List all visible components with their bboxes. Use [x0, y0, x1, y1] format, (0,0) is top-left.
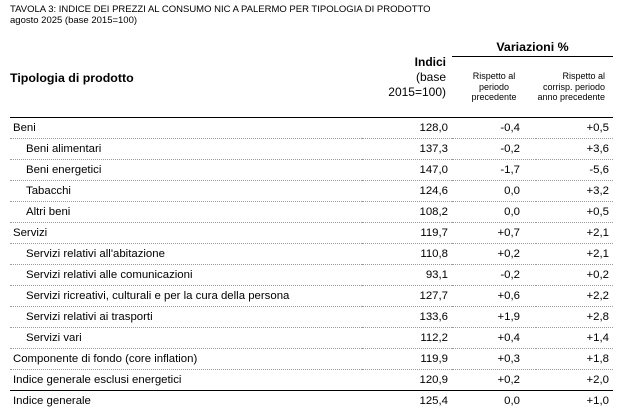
price-index-table: Tipologia di prodotto Indici (base 2015=…	[10, 38, 613, 411]
table-row: Indice generale 125,4 0,0 +1,0	[10, 391, 613, 412]
row-var-periodo: -0,2	[452, 138, 536, 160]
row-var-anno: +2,0	[536, 369, 613, 391]
row-label: Servizi relativi alle comunicazioni	[10, 264, 362, 286]
row-label: Indice generale	[13, 395, 91, 407]
table-row: Servizi relativi alle comunicazioni 93,1-…	[10, 264, 613, 286]
row-indice: 137,3	[362, 138, 452, 160]
row-label: Servizi vari	[10, 327, 362, 349]
row-var-periodo: +1,9	[452, 306, 536, 328]
table-subtitle: agosto 2025 (base 2015=100)	[10, 15, 138, 26]
header-var-anno: Rispetto al corrisp. periodo anno preced…	[536, 57, 613, 118]
header-indici: Indici (base 2015=100)	[362, 38, 452, 117]
row-var-periodo: -0,4	[452, 117, 536, 139]
row-indice: 119,9	[362, 348, 452, 370]
row-var-anno: +2,1	[536, 222, 613, 244]
table-row: Servizi relativi ai trasporti 133,6 +1,9 +2…	[10, 306, 613, 328]
row-var-anno: +2,1	[536, 243, 613, 265]
row-label: Servizi relativi ai trasporti	[10, 306, 362, 328]
header-var-anno-l3: anno precedente	[537, 92, 605, 103]
table-row: Indice generale esclusi energetici 120,9 +…	[10, 369, 613, 391]
row-label: Indice generale esclusi energetici	[10, 369, 362, 391]
row-indice: 128,0	[362, 117, 452, 139]
row-var-periodo: +0,2	[452, 243, 536, 265]
row-label: Servizi relativi all'abitazione	[10, 243, 362, 265]
row-label: Tabacchi	[10, 180, 362, 202]
row-var-anno: +0,5	[536, 201, 613, 223]
row-var-periodo: +0,6	[452, 285, 536, 307]
row-var-anno: +3,2	[536, 180, 613, 202]
row-indice: 119,7	[362, 222, 452, 244]
row-var-anno: +3,6	[536, 138, 613, 160]
header-var-periodo-l1: Rispetto al	[472, 71, 516, 82]
table-row: Tabacchi 124,6 0,0 +3,2	[10, 180, 613, 202]
row-label: Beni	[10, 117, 362, 139]
row-var-anno: +2,2	[536, 285, 613, 307]
row-label: Servizi ricreativi, culturali e per la c…	[10, 285, 362, 307]
row-var-anno: +0,2	[536, 264, 613, 286]
row-indice: 110,8	[362, 243, 452, 265]
row-var-periodo: +0,4	[452, 327, 536, 349]
table-caption: TAVOLA 3: INDICE DEI PREZZI AL CONSUMO N…	[10, 4, 431, 26]
row-label: Beni energetici	[10, 159, 362, 181]
row-indice: 112,2	[362, 327, 452, 349]
row-indice: 108,2	[362, 201, 452, 223]
row-label: Beni alimentari	[10, 138, 362, 160]
header-var-periodo: Rispetto al periodo precedente	[452, 57, 536, 118]
row-indice: 124,6	[362, 180, 452, 202]
header-indici-base-1: (base	[415, 70, 446, 84]
header-variazioni: Variazioni %	[452, 38, 613, 57]
row-var-periodo: +0,2	[452, 369, 536, 391]
header-indici-base-2: 2015=100)	[388, 85, 446, 99]
row-var-anno: +2,8	[536, 306, 613, 328]
row-var-periodo: 0,0	[504, 395, 520, 407]
row-label: Componente di fondo (core inflation)	[10, 348, 362, 370]
row-indice: 133,6	[362, 306, 452, 328]
row-label: Altri beni	[10, 201, 362, 223]
table-row: Beni energetici 147,0 -1,7 -5,6	[10, 159, 613, 181]
row-var-periodo: 0,0	[452, 180, 536, 202]
header-indici-label: Indici	[414, 55, 446, 69]
row-var-anno: -5,6	[536, 159, 613, 181]
row-var-anno: +1,4	[536, 327, 613, 349]
table-row: Servizi 119,7 +0,7 +2,1	[10, 222, 613, 244]
row-var-periodo: 0,0	[452, 201, 536, 223]
table-body: Beni 128,0 -0,4 +0,5 Beni alimentari 137,3 -0…	[10, 117, 613, 412]
row-var-periodo: +0,7	[452, 222, 536, 244]
header-tipologia: Tipologia di prodotto	[10, 70, 134, 85]
header-var-anno-l2: corrisp. periodo	[542, 81, 605, 92]
row-var-periodo: -0,2	[452, 264, 536, 286]
header-var-anno-l1: Rispetto al	[562, 71, 605, 82]
table-row: Beni 128,0 -0,4 +0,5	[10, 117, 613, 139]
table-row: Servizi ricreativi, culturali e per la c…	[10, 285, 613, 307]
table-row: Servizi vari 112,2 +0,4 +1,4	[10, 327, 613, 349]
header-var-periodo-l2: periodo	[478, 81, 510, 92]
table-title: TAVOLA 3: INDICE DEI PREZZI AL CONSUMO N…	[10, 4, 431, 15]
row-label: Servizi	[10, 222, 362, 244]
row-indice: 120,9	[362, 369, 452, 391]
row-indice: 125,4	[419, 395, 448, 407]
row-var-anno: +1,8	[536, 348, 613, 370]
table-row: Altri beni 108,2 0,0 +0,5	[10, 201, 613, 223]
row-indice: 127,7	[362, 285, 452, 307]
header-var-periodo-l3: precedente	[471, 92, 517, 103]
row-var-anno: +1,0	[586, 395, 610, 407]
table-row: Componente di fondo (core inflation) 119,…	[10, 348, 613, 370]
table-row: Servizi relativi all'abitazione 110,8 +0,2…	[10, 243, 613, 265]
row-var-periodo: -1,7	[452, 159, 536, 181]
row-var-periodo: +0,3	[452, 348, 536, 370]
row-indice: 147,0	[362, 159, 452, 181]
row-var-anno: +0,5	[536, 117, 613, 139]
table-row: Beni alimentari 137,3 -0,2 +3,6	[10, 138, 613, 160]
row-indice: 93,1	[362, 264, 452, 286]
